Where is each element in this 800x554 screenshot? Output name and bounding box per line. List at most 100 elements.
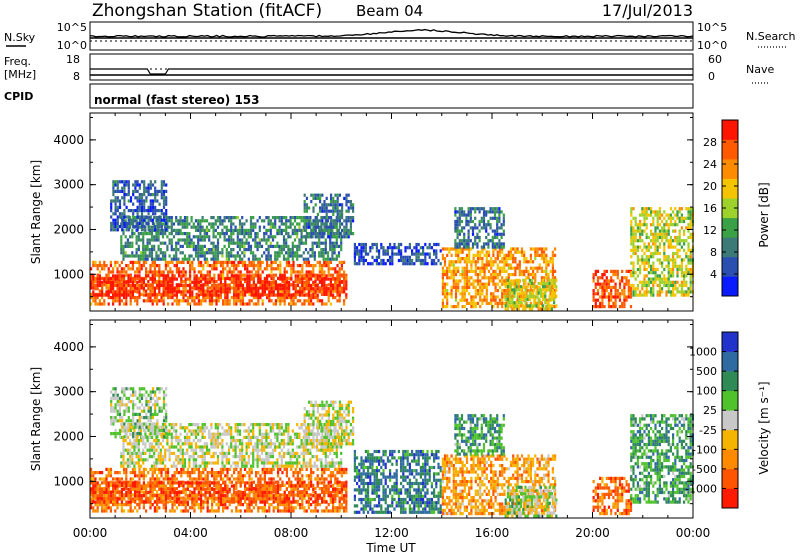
power-cell	[509, 291, 512, 295]
power-ytick-label: 2000	[53, 222, 84, 236]
power-cell	[138, 196, 141, 200]
power-cell	[364, 258, 367, 263]
power-cell	[248, 302, 251, 306]
velocity-cell	[120, 506, 123, 510]
power-cell	[554, 253, 557, 257]
power-cell	[430, 246, 433, 250]
power-cell	[280, 251, 283, 255]
power-cell	[170, 225, 173, 229]
power-cell	[290, 302, 293, 306]
power-cell	[325, 203, 328, 207]
power-cell	[502, 229, 505, 233]
velocity-cell	[145, 467, 148, 471]
power-cell	[153, 277, 156, 281]
power-cell	[90, 286, 93, 290]
power-cell	[548, 297, 551, 302]
power-cell	[433, 242, 436, 247]
power-cell	[485, 226, 488, 230]
power-cell	[287, 254, 290, 258]
power-cell	[603, 289, 606, 293]
power-cell	[667, 280, 670, 284]
power-cell	[476, 301, 480, 305]
power-cell	[483, 263, 486, 267]
power-cell	[490, 257, 493, 261]
power-cell	[326, 257, 330, 261]
power-cell	[237, 277, 240, 281]
power-cell	[663, 280, 666, 284]
velocity-cell	[109, 467, 112, 471]
power-cell	[498, 253, 502, 257]
power-cell	[334, 286, 337, 290]
power-cell	[112, 186, 115, 190]
power-cell	[173, 289, 176, 293]
nsky-panel: N.Sky 10^5 10^0 10^5 10^0 N.Search	[4, 21, 796, 52]
power-cell	[267, 254, 270, 258]
power-cell	[263, 238, 266, 242]
power-cell	[109, 287, 112, 291]
power-cell	[610, 292, 613, 296]
power-cell	[632, 283, 635, 288]
velocity-cell	[112, 490, 115, 494]
power-cell	[446, 301, 449, 305]
power-cell	[672, 229, 675, 233]
power-cell	[656, 293, 659, 297]
power-cell	[536, 301, 539, 305]
power-cell	[109, 296, 112, 300]
power-cell	[650, 277, 653, 281]
power-cell	[136, 276, 139, 280]
power-cell	[125, 273, 128, 277]
power-cell	[601, 289, 604, 293]
power-cell	[310, 274, 313, 278]
power-cell	[294, 280, 297, 284]
power-cell	[312, 228, 315, 232]
power-cell	[116, 270, 119, 274]
velocity-cell	[98, 477, 101, 481]
power-cell	[310, 200, 313, 204]
power-cell	[676, 239, 679, 243]
power-cell	[148, 232, 151, 236]
power-cell	[285, 296, 288, 300]
power-cell	[314, 222, 317, 226]
power-cell	[254, 225, 257, 229]
power-cell	[127, 280, 130, 284]
power-cell	[290, 270, 293, 274]
power-cell	[441, 253, 444, 257]
power-cell	[197, 289, 200, 293]
power-cell	[490, 263, 493, 267]
power-cell	[514, 279, 517, 283]
power-cell	[639, 239, 642, 243]
power-cell	[110, 199, 113, 203]
power-cell	[325, 290, 328, 294]
power-cell	[212, 235, 215, 239]
power-cell	[327, 299, 330, 303]
power-cell	[245, 232, 248, 236]
power-cell	[165, 183, 168, 187]
power-cell	[643, 277, 646, 281]
power-cell	[225, 238, 228, 242]
power-cell	[603, 273, 606, 277]
power-cell	[154, 186, 157, 190]
power-cell	[142, 293, 145, 297]
power-cell	[234, 257, 237, 261]
power-cell	[411, 262, 414, 266]
power-cell	[296, 257, 299, 261]
power-cell	[450, 289, 453, 293]
power-cell	[645, 207, 648, 211]
power-cell	[630, 274, 633, 278]
power-cell	[222, 267, 225, 271]
power-cell	[639, 271, 642, 275]
power-cell	[643, 261, 646, 265]
power-cell	[140, 215, 144, 219]
power-cell	[90, 302, 93, 306]
power-cell	[145, 270, 148, 274]
power-cell	[481, 269, 484, 273]
power-cell	[663, 283, 666, 288]
power-cell	[114, 283, 117, 288]
power-cell	[153, 222, 156, 226]
power-cell	[96, 277, 99, 281]
power-cell	[533, 285, 536, 289]
power-cell	[188, 235, 191, 239]
power-cell	[329, 293, 332, 297]
power-cell	[118, 292, 121, 296]
power-cell	[276, 228, 279, 232]
